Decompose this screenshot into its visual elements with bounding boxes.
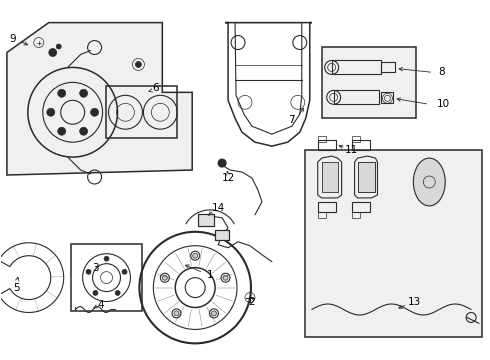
Circle shape: [162, 275, 168, 280]
Circle shape: [80, 127, 88, 135]
Bar: [352, 140, 369, 150]
Circle shape: [47, 108, 55, 116]
Circle shape: [91, 108, 98, 116]
Circle shape: [218, 159, 226, 167]
Ellipse shape: [414, 158, 445, 206]
Bar: [318, 202, 336, 212]
Circle shape: [58, 127, 66, 135]
Circle shape: [49, 49, 57, 57]
Circle shape: [93, 291, 98, 296]
Text: 10: 10: [437, 99, 450, 109]
Bar: [215, 230, 229, 240]
Circle shape: [122, 269, 127, 274]
Text: 5: 5: [14, 283, 20, 293]
Bar: [198, 214, 214, 226]
Bar: [318, 136, 326, 142]
Circle shape: [80, 89, 88, 97]
Text: 2: 2: [248, 297, 255, 306]
Bar: [322, 46, 416, 118]
Text: 9: 9: [10, 33, 16, 44]
Circle shape: [135, 62, 142, 67]
Bar: [305, 150, 482, 337]
Circle shape: [56, 44, 61, 49]
Text: 1: 1: [207, 270, 214, 280]
Bar: [352, 212, 360, 218]
Text: 8: 8: [438, 67, 444, 77]
Circle shape: [223, 275, 228, 280]
Circle shape: [193, 253, 197, 258]
Circle shape: [115, 291, 120, 296]
Bar: [352, 136, 360, 142]
Circle shape: [86, 269, 91, 274]
Circle shape: [174, 311, 179, 316]
Bar: [322, 162, 338, 192]
Bar: [318, 212, 326, 218]
Text: 14: 14: [212, 203, 225, 213]
Bar: [382, 62, 395, 72]
Text: 7: 7: [289, 115, 295, 125]
Bar: [215, 230, 229, 240]
Circle shape: [58, 89, 66, 97]
Bar: [382, 92, 393, 103]
Bar: [352, 202, 369, 212]
Text: 4: 4: [97, 300, 104, 310]
Bar: [71, 244, 143, 311]
Text: 3: 3: [92, 263, 99, 273]
Bar: [332, 60, 382, 75]
Bar: [358, 162, 375, 192]
Bar: [322, 162, 338, 192]
Bar: [198, 214, 214, 226]
Text: 11: 11: [345, 145, 358, 155]
Text: 13: 13: [408, 297, 421, 306]
Bar: [358, 162, 375, 192]
Polygon shape: [7, 23, 192, 175]
Bar: [105, 86, 177, 138]
Bar: [318, 140, 336, 150]
Bar: [334, 90, 379, 104]
Text: 6: 6: [152, 84, 159, 93]
Text: 12: 12: [221, 173, 235, 183]
Circle shape: [104, 256, 109, 261]
Circle shape: [212, 311, 217, 316]
